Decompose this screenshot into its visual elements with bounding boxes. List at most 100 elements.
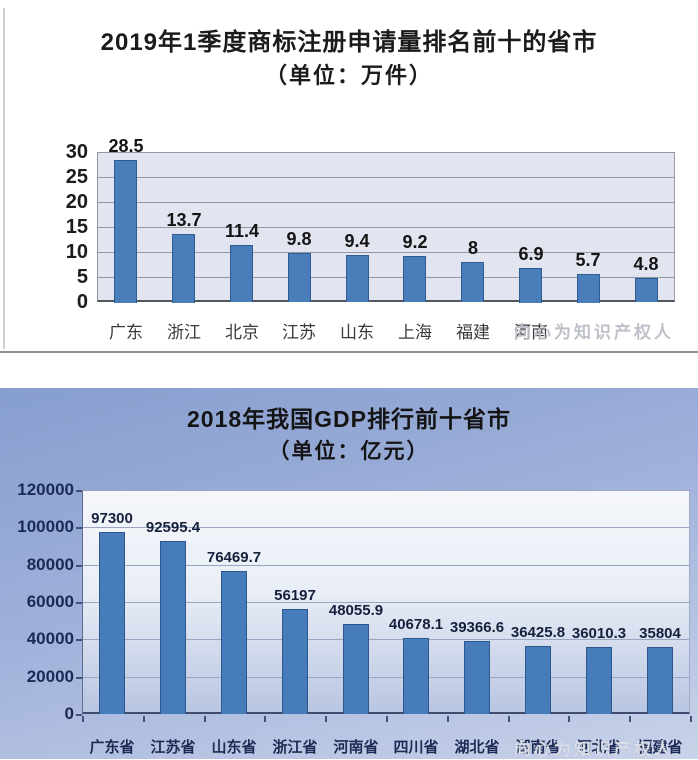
y-axis-tick-label: 20000 [26, 667, 74, 686]
y-axis-tick-mark [76, 714, 82, 716]
chart-title: 2018年我国GDP排行前十省市 [186, 406, 511, 432]
bar-value-label: 48055.9 [328, 602, 384, 619]
x-axis-category-label: 江苏 [282, 323, 316, 342]
bar-广东省 [99, 532, 125, 714]
bar-value-label: 56197 [274, 587, 316, 604]
x-axis-category-label: 四川省 [393, 739, 439, 756]
y-axis-tick-label: 5 [76, 266, 88, 288]
x-axis-tick-mark [508, 716, 510, 722]
y-axis-tick-label: 0 [64, 704, 74, 723]
y-axis-tick-mark [76, 677, 82, 679]
y-axis-tick-mark [76, 602, 82, 604]
y-axis-tick-label: 20 [65, 191, 88, 213]
bar-rank-10 [635, 278, 658, 302]
gridline [98, 277, 674, 278]
x-axis-tick-mark [82, 716, 84, 722]
x-axis-tick-mark [325, 716, 327, 722]
bar-value-label: 9.2 [402, 232, 428, 252]
x-axis-category-label: 浙江 [167, 323, 201, 342]
bar-value-label: 13.7 [166, 210, 202, 230]
bar-value-label: 8 [467, 238, 478, 258]
bar-福建 [461, 262, 484, 302]
gridline [98, 227, 674, 228]
x-axis-category-label: 山东 [340, 323, 374, 342]
x-axis-category-label: 上海 [398, 323, 432, 342]
x-axis-category-label: 福建省 [637, 739, 683, 756]
bar-value-label: 76469.7 [206, 549, 262, 566]
bar-value-label: 36010.3 [571, 625, 627, 642]
y-axis-tick-label: 80000 [26, 555, 74, 574]
y-axis-tick-mark [76, 490, 82, 492]
bar-value-label: 92595.4 [145, 519, 201, 536]
gridline [98, 252, 674, 253]
x-axis-category-label: 湖北省 [454, 739, 500, 756]
bar-value-label: 6.9 [518, 244, 544, 264]
chart-unit-subtitle: （单位：亿元） [268, 440, 430, 463]
bar-湖南省 [525, 646, 551, 714]
chart-title: 2019年1季度商标注册申请量排名前十的省市 [100, 29, 598, 56]
x-axis-tick-mark [568, 716, 570, 722]
gridline [83, 639, 689, 640]
y-axis-tick-label: 120000 [17, 480, 74, 499]
x-axis-category-label: 广东 [109, 323, 143, 342]
bar-value-label: 28.5 [108, 136, 144, 156]
x-axis-tick-mark [143, 716, 145, 722]
x-axis-tick-mark [629, 716, 631, 722]
x-axis-tick-mark [690, 716, 692, 722]
x-axis-category-label: 江苏省 [150, 739, 196, 756]
y-axis-tick-mark [76, 565, 82, 567]
gridline [98, 177, 674, 178]
x-axis-category-label: 湖南省 [515, 739, 561, 756]
y-axis-tick-label: 25 [65, 166, 88, 188]
bar-value-label: 35804 [639, 625, 681, 642]
x-axis-category-label: 福建 [456, 323, 490, 342]
bar-北京 [230, 245, 253, 302]
bar-value-label: 40678.1 [388, 616, 444, 633]
bar-value-label: 5.7 [575, 250, 601, 270]
trademark-chart-card: 2019年1季度商标注册申请量排名前十的省市 （单位：万件） 0 5 10 15 20 2… [0, 0, 698, 353]
x-axis-tick-mark [447, 716, 449, 722]
x-axis-category-label: 河南省 [333, 739, 379, 756]
gridline [83, 490, 689, 491]
bar-广东 [114, 160, 137, 303]
x-axis-category-label: 广东省 [89, 739, 135, 756]
bar-河南 [519, 268, 542, 303]
y-axis-tick-label: 0 [76, 291, 88, 313]
x-axis-tick-mark [264, 716, 266, 722]
y-axis-tick-label: 15 [65, 216, 88, 238]
bar-河南省 [343, 624, 369, 714]
y-axis-tick-mark [76, 527, 82, 529]
gdp-chart-card: 2018年我国GDP排行前十省市 （单位：亿元） 0 20000 40000 6000… [0, 388, 698, 759]
bar-山东 [346, 255, 369, 302]
x-axis-tick-mark [386, 716, 388, 722]
bar-福建省 [647, 647, 673, 714]
x-axis-category-label: 河北省 [576, 739, 622, 756]
bar-江苏 [288, 253, 311, 302]
gridline [83, 677, 689, 678]
bar-value-label: 9.8 [286, 229, 312, 249]
bar-rank-9 [577, 274, 600, 303]
y-axis-tick-label: 30 [65, 141, 88, 163]
bar-浙江 [172, 234, 195, 303]
bar-value-label: 39366.6 [449, 619, 505, 636]
bar-value-label: 4.8 [633, 254, 659, 274]
chart-unit-subtitle: （单位：万件） [264, 63, 433, 88]
y-axis-tick-label: 100000 [17, 517, 74, 536]
gridline [83, 602, 689, 603]
bar-江苏省 [160, 541, 186, 714]
bar-value-label: 9.4 [344, 231, 370, 251]
bar-浙江省 [282, 609, 308, 714]
bar-河北省 [586, 647, 612, 714]
gridline [98, 152, 674, 153]
gridline [83, 527, 689, 528]
y-axis-tick-label: 40000 [26, 629, 74, 648]
bar-value-label: 36425.8 [510, 624, 566, 641]
x-axis-category-label: 北京 [225, 323, 259, 342]
x-axis-category-label: 河南 [514, 323, 548, 342]
y-axis-tick-mark [76, 639, 82, 641]
y-axis-tick-label: 60000 [26, 592, 74, 611]
x-axis-tick-mark [204, 716, 206, 722]
bar-value-label: 97300 [91, 510, 133, 527]
x-axis-category-label: 浙江省 [272, 739, 318, 756]
gridline [83, 565, 689, 566]
